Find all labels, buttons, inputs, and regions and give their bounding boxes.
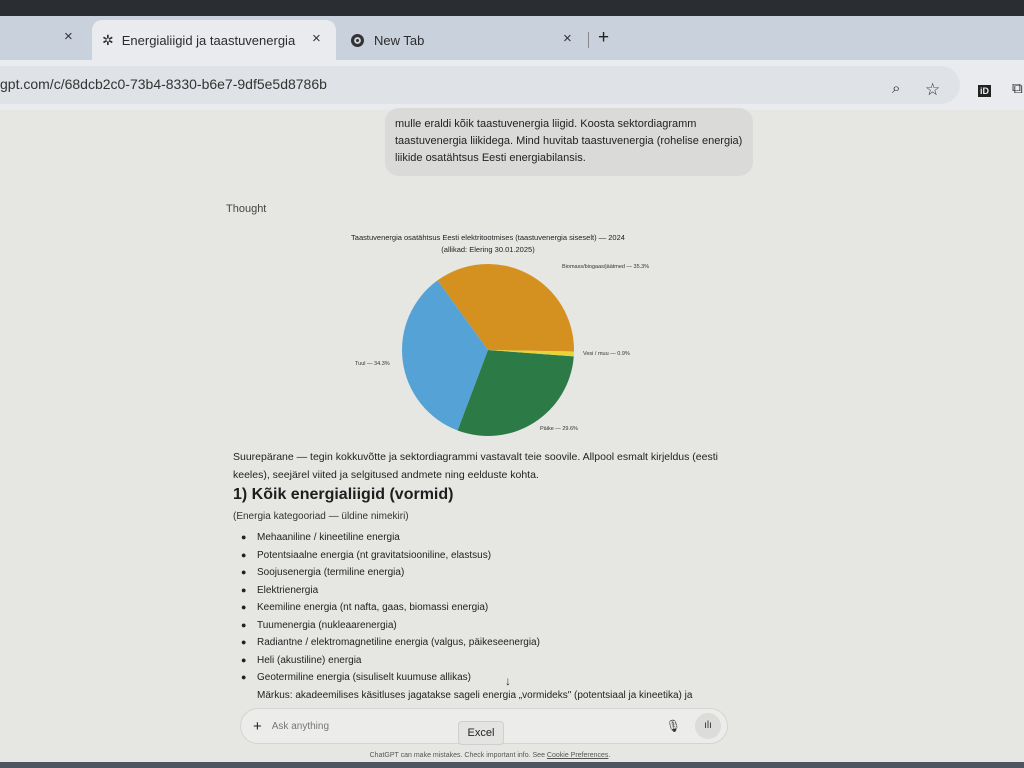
slice-label-tuul: Tuul — 34.3% — [355, 361, 390, 367]
assistant-intro: Suurepärane — tegin kokkuvõtte ja sektor… — [233, 451, 718, 481]
list-item: ● Keemiline energia (nt nafta, gaas, biom… — [241, 602, 489, 613]
cookie-preferences-link[interactable]: Cookie Preferences — [546, 752, 609, 759]
prompt-input[interactable]: Ask anything — [271, 720, 330, 732]
disclaimer: ChatGPT can make mistakes. Check importa… — [369, 752, 611, 759]
slice-label-paike: Päike — 29.6% — [540, 426, 578, 432]
id-extension-icon[interactable]: iD — [978, 85, 991, 97]
taskbar — [0, 762, 1024, 768]
user-message: mulle eraldi kõik taastuvenergia liigid.… — [385, 108, 753, 176]
extensions-icon[interactable]: ⧉ — [1012, 80, 1023, 97]
list-item: ● Tuumenergia (nukleaarenergia) — [241, 619, 397, 631]
slice-label-vesi: Vesi / muu — 0.9% — [583, 351, 630, 357]
energy-list: ● Mehaaniline / kineetiline energia ● Pote… — [241, 529, 540, 687]
chrome-icon — [351, 33, 364, 47]
chat-area — [0, 110, 1024, 760]
tab-label: New Tab — [374, 32, 425, 48]
tab-divider — [588, 32, 589, 48]
zoom-icon[interactable]: ⌕ — [892, 80, 901, 97]
pie-slice-tuul — [402, 280, 488, 431]
list-item: ● Soojusenergia (termiline energia) — [241, 567, 405, 578]
list-item: ● Potentsiaalne energia (nt gravitatsioon… — [241, 549, 492, 561]
tab-label: Energialiigid ja taastuvenergia — [121, 32, 296, 48]
list-item: ● Geotermiline energia (sisuliselt kuumus… — [241, 672, 471, 683]
note-text: Märkus: akadeemilises käsitluses jagatak… — [257, 690, 693, 701]
close-tab-button[interactable]: × — [563, 30, 572, 47]
star-icon[interactable]: ☆ — [925, 80, 941, 99]
tooltip: Excel — [458, 721, 504, 745]
section-subheading: (Energia kategooriad — üldine nimekiri) — [233, 511, 409, 522]
add-attachment-button[interactable]: + — [253, 717, 262, 735]
pie-slice-biomass — [437, 264, 574, 352]
close-previous-tab-button[interactable]: × — [64, 28, 73, 45]
voice-mode-button[interactable]: ılı — [695, 713, 721, 739]
chatgpt-icon: ✲ — [102, 31, 114, 48]
tab-active[interactable]: ✲ Energialiigid ja taastuvenergia × — [92, 20, 336, 60]
screen-bezel — [0, 0, 1024, 16]
address-bar[interactable]: gpt.com/c/68dcb2c0-73b4-8330-b6e7-9df5e5… — [0, 66, 960, 104]
thought-toggle[interactable]: Thought — [226, 203, 267, 215]
chart-title: Taastuvenergia osatähtsus Eesti elektrit… — [351, 233, 625, 242]
list-item: ● Mehaaniline / kineetiline energia — [241, 532, 400, 543]
microphone-icon[interactable]: 🎙 — [665, 719, 681, 733]
list-item: ● Heli (akustiline) energia — [241, 654, 362, 666]
pie-slice-päike — [457, 350, 574, 436]
slice-label-biomass: Biomass/biogaas/jäätmed — 35.3% — [562, 264, 649, 270]
pie-slice-vesi — [488, 350, 574, 357]
close-tab-button[interactable]: × — [312, 30, 321, 47]
list-item: ● Elektrienergia — [241, 584, 319, 596]
tab-new-tab[interactable]: New Tab × — [345, 20, 585, 60]
new-tab-button[interactable]: + — [598, 27, 610, 48]
url-text: gpt.com/c/68dcb2c0-73b4-8330-b6e7-9df5e5… — [0, 76, 327, 92]
pie-chart: Taastuvenergia osatähtsus Eesti elektrit… — [351, 233, 649, 436]
chart-subtitle: (allikad: Elering 30.01.2025) — [441, 245, 535, 254]
scroll-down-button[interactable]: ↓ — [505, 674, 511, 688]
section-heading: 1) Kõik energialiigid (vormid) — [233, 486, 454, 503]
list-item: ● Radiantne / elektromagnetiline energia … — [241, 637, 540, 648]
